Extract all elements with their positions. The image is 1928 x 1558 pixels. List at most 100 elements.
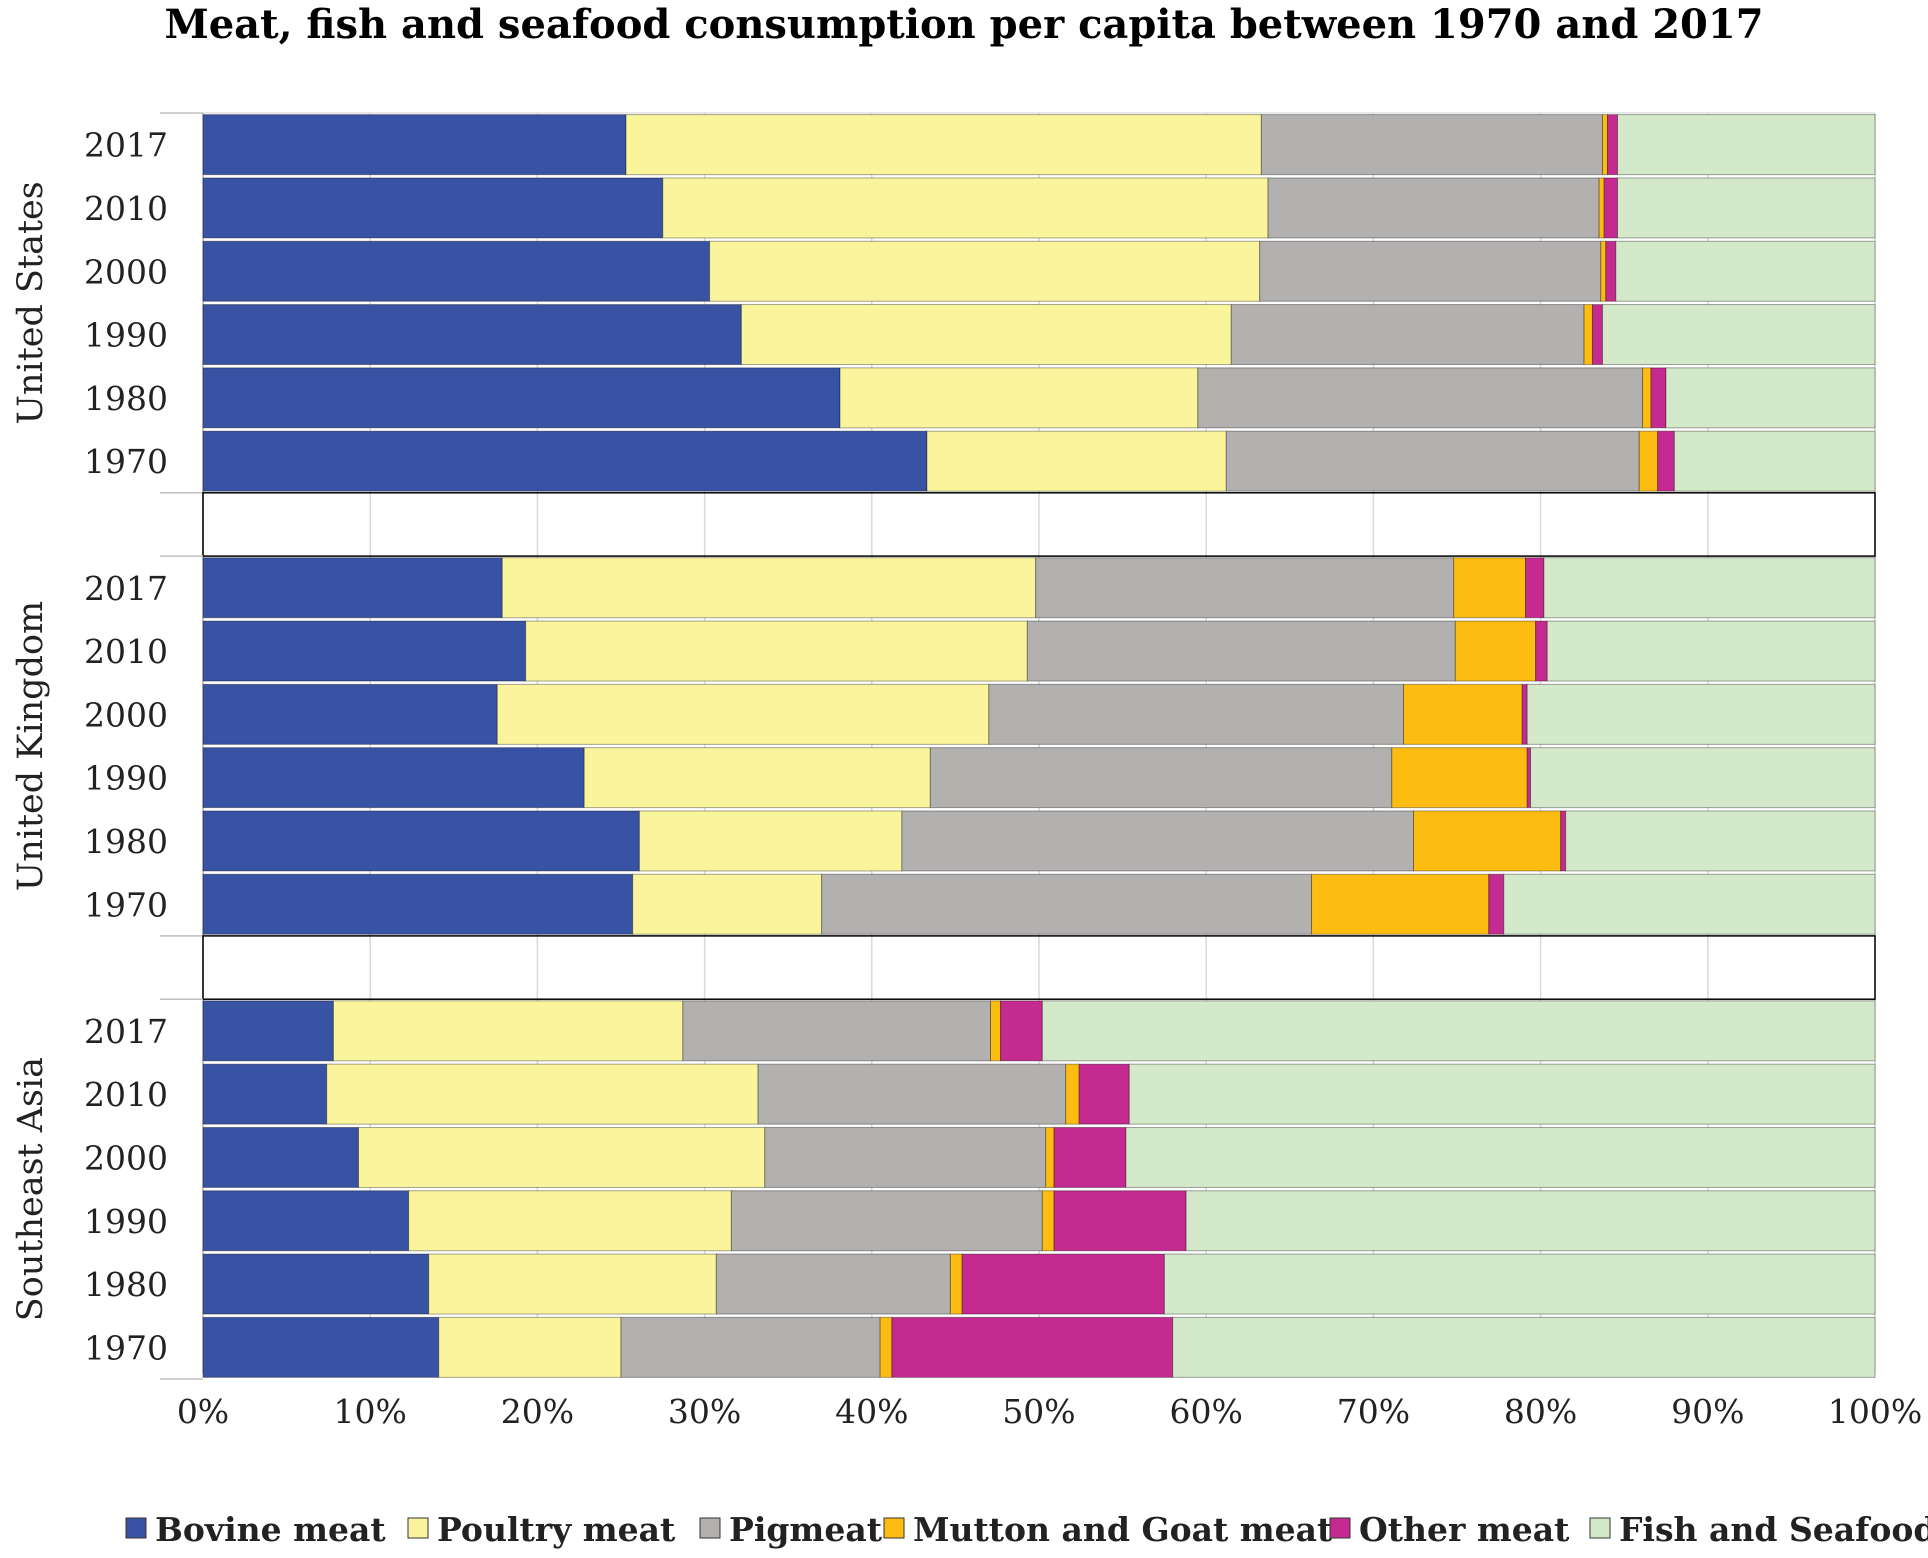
bar-segment-fish-and-seafood [1615,240,1876,302]
bar-segment-other-meat [1560,810,1567,872]
bar-segment-other-meat [1591,304,1603,366]
bar-segment-other-meat [1526,747,1532,809]
bar-segment-fish-and-seafood [1163,1253,1876,1315]
bar-segment-fish-and-seafood [1565,810,1876,872]
legend-label: Poultry meat [437,1510,676,1549]
bar-segment-mutton-and-goat-meat [1311,873,1490,935]
legend-label: Pigmeat [729,1510,883,1549]
legend-label: Fish and Seafood [1619,1510,1928,1549]
bar-segment-other-meat [1535,620,1548,682]
legend-swatch [699,1517,721,1539]
bar-segment-pigmeat [715,1253,951,1315]
bar-segment-poultry-meat [408,1190,732,1252]
bar-segment-other-meat [1657,430,1675,492]
bar-segment-bovine-meat [202,1253,430,1315]
bar-segment-bovine-meat [202,683,498,745]
bar-segment-poultry-meat [428,1253,717,1315]
bar-segment-fish-and-seafood [1041,1000,1876,1062]
x-tick-label: 50% [1002,1392,1075,1431]
bar-segment-mutton-and-goat-meat [1600,240,1607,302]
year-label: 1970 [84,1328,168,1367]
bar-segment-other-meat [961,1253,1165,1315]
grid-layer [160,112,1876,1380]
bar-segment-other-meat [1078,1063,1130,1125]
bar-segment-pigmeat [1197,367,1644,429]
bar-segment-pigmeat [988,683,1404,745]
bar-segment-mutton-and-goat-meat [1601,114,1608,176]
bar-segment-poultry-meat [926,430,1227,492]
bar-segment-other-meat [1053,1190,1187,1252]
x-tick-label: 100% [1828,1392,1922,1431]
bar-segment-bovine-meat [202,810,640,872]
year-label: 1980 [84,1265,168,1304]
bar-segment-fish-and-seafood [1503,873,1876,935]
year-label: 2017 [84,569,168,608]
bar-segment-bovine-meat [202,114,627,176]
bar-segment-bovine-meat [202,1316,440,1378]
bar-segment-poultry-meat [638,810,903,872]
legend-swatch [125,1517,147,1539]
group-label-united-kingdom: United Kingdom [11,601,51,892]
bar-segment-bovine-meat [202,367,841,429]
bar-segment-bovine-meat [202,1000,334,1062]
bar-segment-fish-and-seafood [1543,557,1876,619]
bar-segment-bovine-meat [202,1063,328,1125]
bar-segment-mutton-and-goat-meat [1454,620,1537,682]
bar-segment-fish-and-seafood [1185,1190,1876,1252]
bar-segment-pigmeat [1026,620,1456,682]
bar-segment-poultry-meat [501,557,1037,619]
bar-segment-poultry-meat [625,114,1262,176]
chart-title: Meat, fish and seafood consumption per c… [164,1,1763,48]
bar-segment-other-meat [1606,114,1619,176]
bar-segment-mutton-and-goat-meat [1638,430,1659,492]
year-label: 2000 [84,1138,168,1177]
bar-segment-other-meat [1605,240,1617,302]
year-label: 2000 [84,695,168,734]
year-label: 1980 [84,379,168,418]
bar-segment-bovine-meat [202,873,634,935]
bar-segment-pigmeat [1225,430,1640,492]
labels-layer: 0% 10% 20% 30% 40% 50% 60% 70% 80% 90% 100% United … [11,126,1922,1431]
bar-segment-fish-and-seafood [1125,1126,1876,1188]
x-tick-label: 90% [1671,1392,1744,1431]
bar-segment-pigmeat [682,1000,992,1062]
legend-swatch [1589,1517,1611,1539]
x-tick-label: 0% [177,1392,229,1431]
bar-segment-mutton-and-goat-meat [879,1316,893,1378]
bar-segment-poultry-meat [438,1316,622,1378]
bar-segment-bovine-meat [202,430,928,492]
bar-segment-mutton-and-goat-meat [1598,177,1605,239]
bar-segment-poultry-meat [662,177,1269,239]
bar-segment-poultry-meat [332,1000,684,1062]
bar-segment-fish-and-seafood [1526,683,1876,745]
bar-segment-fish-and-seafood [1673,430,1876,492]
year-label: 1990 [84,1202,168,1241]
bar-segment-poultry-meat [839,367,1199,429]
year-label: 2017 [84,1012,168,1051]
bar-segment-fish-and-seafood [1530,747,1876,809]
bar-segment-other-meat [891,1316,1174,1378]
bar-segment-other-meat [1000,1000,1043,1062]
bar-segment-other-meat [1603,177,1619,239]
bar-segment-bovine-meat [202,747,585,809]
bar-segment-mutton-and-goat-meat [990,1000,1002,1062]
bar-segment-fish-and-seafood [1665,367,1876,429]
bar-segment-other-meat [1053,1126,1127,1188]
year-label: 1970 [84,885,168,924]
legend-item-mutton-and-goat-meat: Mutton and Goat meat [883,1510,1333,1549]
year-label: 1970 [84,442,168,481]
x-tick-label: 80% [1504,1392,1577,1431]
bar-segment-other-meat [1521,683,1528,745]
bar-segment-bovine-meat [202,557,503,619]
legend-item-bovine-meat: Bovine meat [125,1510,386,1549]
bar-segment-pigmeat [1267,177,1600,239]
bar-segment-pigmeat [1230,304,1585,366]
bar-segment-mutton-and-goat-meat [1391,747,1528,809]
bar-segment-fish-and-seafood [1617,114,1876,176]
bar-segment-poultry-meat [740,304,1232,366]
bar-segment-mutton-and-goat-meat [1402,683,1523,745]
bar-segment-fish-and-seafood [1128,1063,1876,1125]
x-tick-label: 60% [1170,1392,1243,1431]
bar-segment-fish-and-seafood [1546,620,1876,682]
